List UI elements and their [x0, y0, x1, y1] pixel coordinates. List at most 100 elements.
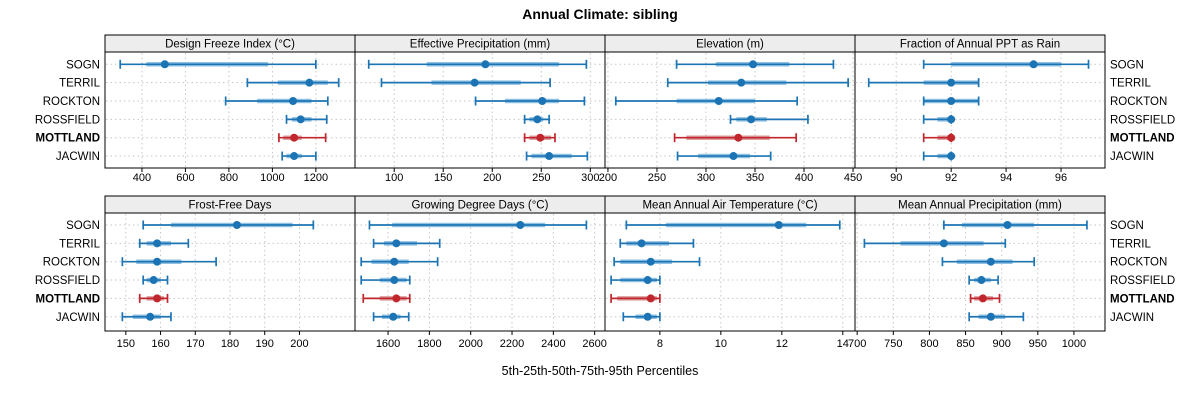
percentile-interval	[121, 312, 172, 322]
median-dot	[289, 97, 298, 105]
tick-label: 2600	[582, 338, 606, 350]
median-dot	[714, 97, 723, 105]
tick-label: 200	[483, 172, 501, 184]
percentile-interval	[142, 275, 169, 285]
site-label-left: TERRIL	[59, 238, 101, 250]
panel: Elevation (m) 200 250 300 350 400 450	[599, 34, 862, 184]
site-label-right: ROCKTON	[1110, 257, 1167, 269]
median-dot	[947, 78, 956, 87]
tick-label: 750	[884, 338, 902, 350]
percentile-interval	[676, 151, 772, 161]
panel: Effective Precipitation (mm) 100 150 200 250…	[354, 34, 606, 184]
median-dot	[153, 294, 162, 303]
tick-label: 800	[220, 172, 238, 184]
tick-label: 800	[920, 338, 938, 350]
median-dot	[947, 97, 956, 105]
median-dot	[392, 294, 401, 303]
site-label-right: ROSSFIELD	[1110, 114, 1175, 126]
tick-label: 92	[945, 172, 957, 184]
percentile-interval	[729, 114, 809, 124]
percentile-interval	[362, 293, 411, 303]
percentile-interval	[380, 78, 551, 88]
site-label-right: ROSSFIELD	[1110, 275, 1175, 287]
percentile-interval	[281, 151, 317, 161]
site-label-left: SOGN	[66, 59, 100, 71]
strip-title: Effective Precipitation (mm)	[410, 39, 551, 51]
median-dot	[1003, 221, 1012, 229]
panel: Fraction of Annual PPT as Rain 90 92 94 96	[854, 34, 1106, 184]
site-label-right: SOGN	[1110, 59, 1144, 71]
site-label-left: JACWIN	[56, 151, 100, 163]
site-label-right: TERRIL	[1110, 238, 1152, 250]
median-dot	[643, 312, 652, 321]
tick-label: 200	[290, 338, 308, 350]
median-dot	[146, 312, 155, 321]
tick-label: 350	[746, 172, 764, 184]
site-label-right: MOTTLAND	[1110, 293, 1175, 305]
median-dot	[516, 221, 525, 229]
site-label-right: TERRIL	[1110, 78, 1152, 90]
percentile-interval	[368, 220, 588, 230]
median-dot	[747, 115, 756, 124]
percentile-interval	[360, 275, 411, 285]
tick-label: 250	[648, 172, 666, 184]
median-dot	[533, 115, 542, 124]
median-dot	[643, 276, 652, 285]
percentile-interval	[525, 151, 589, 161]
percentile-interval	[625, 220, 841, 230]
median-dot	[977, 276, 986, 285]
tick-label: 10	[715, 338, 727, 350]
median-dot	[149, 276, 158, 285]
tick-label: 2200	[500, 338, 524, 350]
percentile-interval	[613, 257, 701, 267]
panel-body	[354, 51, 606, 169]
median-dot	[305, 78, 314, 87]
median-dot	[296, 115, 305, 124]
site-label-left: TERRIL	[59, 78, 101, 90]
percentile-interval	[278, 133, 327, 143]
tick-label: 400	[795, 172, 813, 184]
percentile-interval	[474, 96, 586, 106]
tick-label: 90	[890, 172, 902, 184]
strip-title: Growing Degree Days (°C)	[412, 200, 549, 212]
tick-label: 1000	[1062, 338, 1086, 350]
percentile-interval	[138, 293, 169, 303]
percentile-interval	[523, 133, 556, 143]
median-dot	[1029, 60, 1038, 69]
panel-body	[854, 212, 1106, 332]
median-dot	[986, 312, 995, 321]
tick-label: 160	[151, 338, 169, 350]
percentile-interval	[372, 238, 441, 248]
percentile-interval	[285, 114, 328, 124]
percentile-interval	[119, 59, 317, 69]
site-label-right: ROCKTON	[1110, 96, 1167, 108]
percentile-interval	[673, 133, 798, 143]
panel-body	[354, 212, 606, 332]
tick-label: 100	[385, 172, 403, 184]
tick-label: 94	[1000, 172, 1012, 184]
tick-label: 2400	[541, 338, 565, 350]
tick-label: 14	[837, 338, 849, 350]
site-label-left: ROCKTON	[43, 257, 100, 269]
percentile-interval	[367, 59, 588, 69]
site-label-left: JACWIN	[56, 312, 100, 324]
panel-body	[854, 51, 1106, 169]
chart-title: Annual Climate: sibling	[522, 6, 678, 22]
tick-label: 1000	[260, 172, 284, 184]
percentile-interval	[224, 96, 329, 106]
tick-label: 600	[176, 172, 194, 184]
percentile-interval	[372, 312, 410, 322]
percentile-interval	[922, 151, 956, 161]
strip-title: Fraction of Annual PPT as Rain	[900, 39, 1060, 51]
median-dot	[947, 133, 956, 142]
median-dot	[978, 294, 987, 303]
site-label-left: ROSSFIELD	[35, 114, 100, 126]
percentile-interval	[138, 238, 190, 248]
panel: Frost-Free Days 150 160 170 180 190 200	[104, 195, 356, 350]
panel: Mean Annual Precipitation (mm) 700 750 800 8…	[848, 195, 1106, 350]
median-dot	[637, 239, 646, 248]
strip-title: Design Freeze Index (°C)	[165, 39, 295, 51]
percentile-interval	[968, 275, 999, 285]
percentile-interval	[867, 78, 980, 88]
tick-label: 300	[581, 172, 599, 184]
